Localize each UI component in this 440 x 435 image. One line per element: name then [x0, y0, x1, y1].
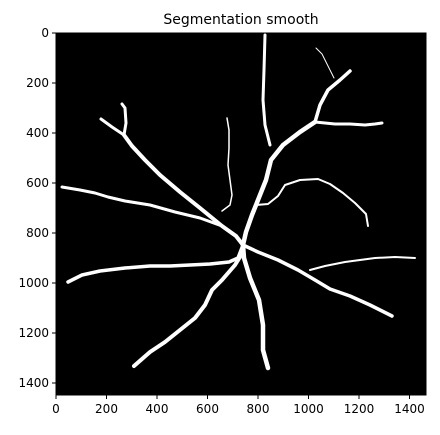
vessel-left-upper-fork — [120, 102, 128, 137]
x-tick-label: 0 — [52, 402, 60, 416]
vessel-center-thin — [221, 117, 233, 212]
x-axis: 0 200 400 600 800 1000 1200 1400 — [52, 395, 425, 416]
x-tick-label: 600 — [196, 402, 219, 416]
x-tick-label: 1200 — [344, 402, 375, 416]
vessel-thin-top-right — [315, 47, 335, 79]
y-tick-label: 400 — [26, 126, 49, 140]
vessel-left-upper-tip — [99, 117, 126, 137]
segmentation-image-background — [55, 32, 427, 396]
y-tick-label: 1400 — [18, 376, 49, 390]
vessel-segmentation — [60, 33, 416, 371]
y-tick-label: 800 — [26, 226, 49, 240]
vessel-lower-diagonal — [132, 250, 245, 368]
x-tick-label: 800 — [247, 402, 270, 416]
vessel-upper-right — [313, 69, 352, 124]
image-panel: 0 200 400 600 800 1000 1200 1400 0 200 4… — [18, 26, 427, 416]
vessel-trunk — [240, 119, 318, 371]
vessel-lower-right — [241, 243, 394, 318]
y-tick-label: 0 — [41, 26, 49, 40]
x-tick-label: 200 — [95, 402, 118, 416]
vessel-far-right — [309, 256, 416, 271]
y-tick-label: 200 — [26, 76, 49, 90]
vessel-middle-right — [255, 178, 369, 227]
x-tick-label: 1400 — [394, 402, 425, 416]
y-axis: 0 200 400 600 800 1000 1200 1400 — [18, 26, 56, 390]
vessel-lower-left — [66, 243, 245, 284]
x-tick-label: 400 — [146, 402, 169, 416]
plot-title: Segmentation smooth — [163, 12, 318, 28]
vessel-right-horizontal — [313, 120, 384, 127]
vessel-left-horizontal — [60, 185, 238, 238]
y-tick-label: 1200 — [18, 326, 49, 340]
y-tick-label: 600 — [26, 176, 49, 190]
y-tick-label: 1000 — [18, 276, 49, 290]
vessel-upper-vertical — [261, 33, 272, 147]
x-tick-label: 1000 — [293, 402, 324, 416]
